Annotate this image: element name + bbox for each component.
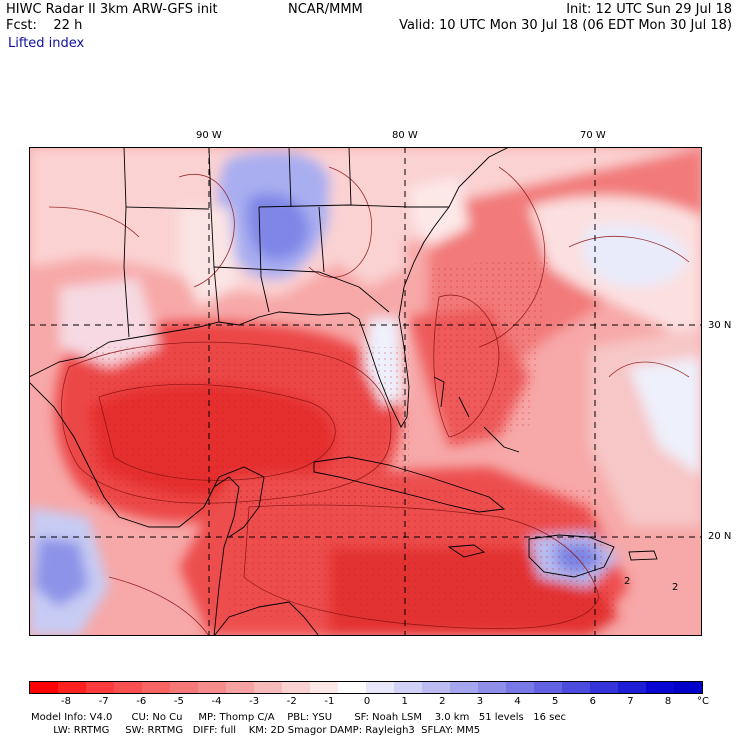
- colorbar-tick-label: 1: [401, 696, 408, 707]
- colorbar-segment: [674, 682, 702, 693]
- colorbar-segment: [114, 682, 142, 693]
- colorbar-segment: [282, 682, 310, 693]
- colorbar-segment: [506, 682, 534, 693]
- colorbar-segment: [394, 682, 422, 693]
- colorbar-tick-label: 0: [363, 696, 371, 707]
- lat-tick-30n: 30 N: [708, 320, 732, 331]
- colorbar-labels: -8 -7 -6 -5 -4 -3 -2 -1 0 1 2 3 4 5 6 7 8: [29, 696, 703, 708]
- colorbar-tick-label: -8: [61, 696, 71, 707]
- colorbar-tick-label: 4: [514, 696, 521, 707]
- colorbar-tick-label: -3: [249, 696, 260, 707]
- colorbar-segment: [534, 682, 562, 693]
- colorbar-tick-label: 5: [551, 696, 559, 707]
- colorbar-segment: [422, 682, 450, 693]
- colorbar-tick-label: 6: [589, 696, 596, 707]
- field-name: Lifted index: [8, 36, 85, 51]
- model-title: HIWC Radar II 3km ARW-GFS init: [6, 2, 218, 17]
- colorbar-segment: [198, 682, 226, 693]
- colorbar-tick-label: 8: [664, 696, 672, 707]
- colorbar-segment: [58, 682, 86, 693]
- colorbar-tick-label: -1: [324, 696, 335, 707]
- lat-lon-grid: [29, 147, 702, 636]
- lat-tick-20n: 20 N: [708, 531, 732, 542]
- model-info-line1: Model Info: V4.0 CU: No Cu MP: Thomp C/A…: [31, 712, 567, 723]
- colorbar-segment: [86, 682, 114, 693]
- political-boundaries: [29, 147, 658, 636]
- colorbar-segment: [590, 682, 618, 693]
- colorbar-segment: [618, 682, 646, 693]
- valid-time: Valid: 10 UTC Mon 30 Jul 18 (06 EDT Mon …: [399, 18, 732, 33]
- colorbar-segment: [562, 682, 590, 693]
- colorbar-tick-label: 3: [476, 696, 484, 707]
- lon-tick-70w: 70 W: [580, 130, 606, 141]
- colorbar-segment: [478, 682, 506, 693]
- colorbar-tick-label: -5: [173, 696, 184, 707]
- colorbar-segment: [170, 682, 198, 693]
- colorbar-segment: [142, 682, 170, 693]
- lon-tick-90w: 90 W: [196, 130, 222, 141]
- colorbar-tick-label: -7: [98, 696, 109, 707]
- lifted-index-map: 2 2: [29, 147, 702, 636]
- forecast-hour: Fcst: 22 h: [6, 18, 83, 33]
- colorbar-segment: [646, 682, 674, 693]
- colorbar-segment: [226, 682, 254, 693]
- li-contours: [48, 166, 690, 636]
- colorbar-tick-label: -2: [286, 696, 297, 707]
- colorbar-tick-label: 7: [627, 696, 634, 707]
- colorbar-segment: [366, 682, 394, 693]
- colorbar: [29, 681, 703, 694]
- organization-label: NCAR/MMM: [288, 2, 363, 17]
- colorbar-tick-label: 2: [439, 696, 446, 707]
- colorbar-segment: [450, 682, 478, 693]
- init-time: Init: 12 UTC Sun 29 Jul 18: [566, 2, 732, 17]
- colorbar-segment: [30, 682, 58, 693]
- model-info-line2: LW: RRTMG SW: RRTMG DIFF: full KM: 2D Sm…: [31, 725, 481, 736]
- colorbar-tick-label: -6: [136, 696, 147, 707]
- colorbar-segment: [338, 682, 366, 693]
- colorbar-tick-label: -4: [211, 696, 222, 707]
- contour-label: 2: [672, 582, 678, 593]
- colorbar-unit: °C: [697, 696, 709, 707]
- contour-label: 2: [624, 576, 630, 587]
- lon-tick-80w: 80 W: [392, 130, 418, 141]
- colorbar-segment: [254, 682, 282, 693]
- map-frame: [29, 147, 702, 636]
- colorbar-segment: [310, 682, 338, 693]
